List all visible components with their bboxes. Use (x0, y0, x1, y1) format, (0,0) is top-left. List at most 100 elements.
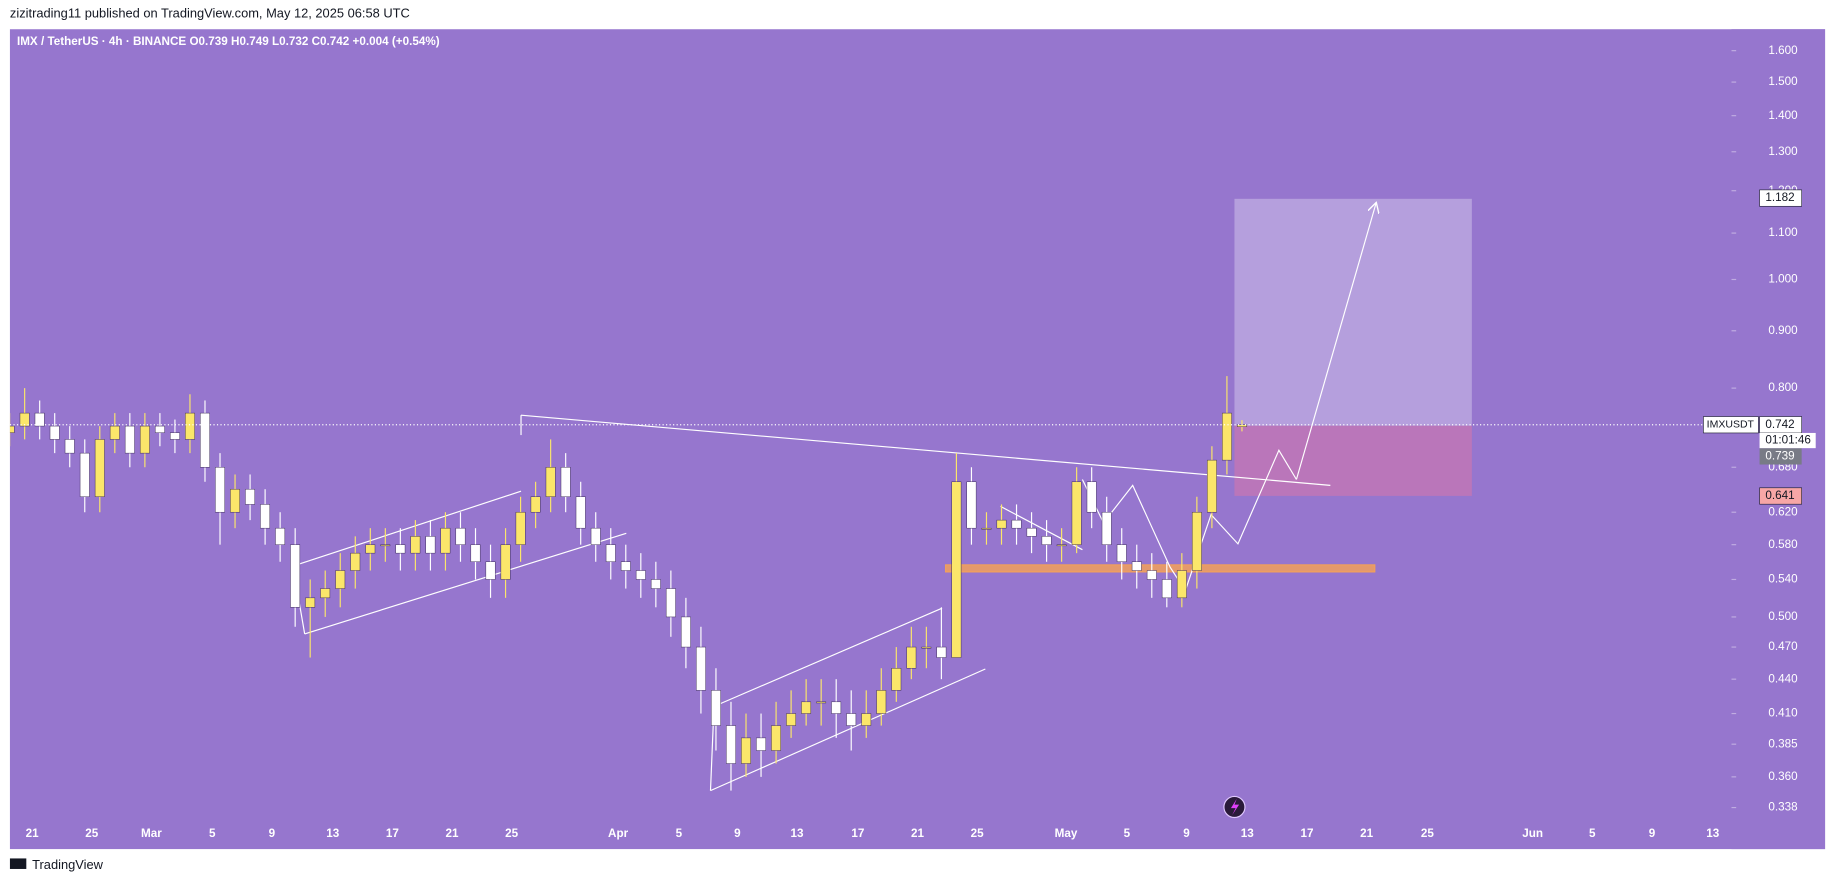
y-tick-label: 0.580 (1768, 538, 1798, 551)
candle-body (185, 412, 195, 440)
candle-body (154, 425, 165, 433)
x-tick-label: 13 (1241, 827, 1255, 840)
candle-body (1101, 511, 1112, 545)
price-labels: IMXUSDT 0.742 0.739 0.641 1.182 01:01:46 (9, 189, 1816, 505)
channel-top (292, 490, 522, 567)
candle-body (1206, 459, 1217, 513)
x-tick-label: 21 (446, 827, 460, 840)
price-tag-text: 0.641 (1765, 489, 1794, 502)
candle-body (605, 544, 616, 562)
price-axis-labels: 1.6001.5001.4001.3001.2001.1001.0000.900… (1731, 44, 1798, 814)
candle-body (1191, 511, 1202, 571)
alert-icon-bolt (1230, 798, 1240, 816)
stop-zone (1234, 425, 1472, 496)
candle-body (831, 701, 842, 714)
x-tick-label: 13 (326, 827, 340, 840)
y-tick-label: 0.540 (1768, 573, 1798, 586)
x-tick-label: May (1055, 827, 1078, 840)
x-tick-label: 5 (1589, 827, 1596, 840)
x-tick-label: 9 (1183, 827, 1190, 840)
countdown-tag (1759, 432, 1816, 449)
candle-body (981, 527, 992, 530)
candle-body (515, 511, 526, 545)
trendline (520, 414, 1331, 486)
candle-body (996, 519, 1007, 529)
candle-body (64, 439, 75, 454)
x-tick-label: 9 (734, 827, 741, 840)
candle-body (1116, 544, 1127, 562)
projection-arrow (1295, 203, 1376, 480)
symbol-legend: IMX / TetherUS · 4h · BINANCE O0.739 H0.… (17, 35, 440, 48)
candle-body (1011, 519, 1022, 529)
candle-body (1146, 570, 1157, 580)
candle-body (1131, 561, 1142, 571)
candle-body (756, 737, 766, 751)
time-axis-labels: 21 25 Mar 5 9 13 17 21 25 Apr 5 9 13 17 21 25 May 5 9 13 17 2… (26, 827, 1720, 840)
candle-body (620, 561, 631, 571)
candle-body (139, 425, 150, 454)
candle-body (425, 536, 436, 554)
candle-body (921, 646, 932, 649)
candle-body (861, 713, 872, 726)
candle-body (1176, 570, 1187, 599)
channel-bottom (710, 668, 986, 792)
candle-body (726, 725, 736, 764)
candle-body (816, 701, 827, 704)
x-tick-label: 13 (791, 827, 805, 840)
candle-body (410, 536, 421, 554)
candle-body (395, 544, 406, 554)
candle-body (350, 552, 361, 571)
candle-body (1086, 481, 1097, 513)
candles (9, 376, 1247, 791)
candle-body (94, 439, 105, 497)
x-tick-label: Jun (1522, 827, 1543, 840)
price-tag (1759, 448, 1802, 465)
candle-body (9, 425, 15, 433)
candle-body (470, 544, 481, 562)
candle-body (260, 504, 271, 529)
x-tick-label: 9 (1649, 827, 1656, 840)
candle-body (680, 616, 691, 648)
candle-body (34, 412, 45, 427)
candle-body (500, 544, 511, 580)
y-tick-label: 1.100 (1768, 226, 1798, 239)
channel-top (713, 607, 943, 707)
candle-body (1071, 481, 1082, 545)
price-tag-text: 0.739 (1765, 449, 1794, 462)
candle-body (876, 690, 887, 714)
y-tick-label: 0.360 (1768, 770, 1798, 783)
candle-body (696, 646, 706, 691)
candle-body (711, 690, 721, 726)
candle-body (79, 452, 90, 497)
candle-body (335, 570, 346, 589)
candle-body (966, 481, 977, 529)
y-tick-label: 0.900 (1768, 324, 1798, 337)
x-tick-label: Apr (608, 827, 629, 840)
candle-body (365, 544, 376, 554)
x-tick-label: 5 (209, 827, 216, 840)
x-tick-label: 25 (85, 827, 99, 840)
x-tick-label: 17 (386, 827, 399, 840)
y-tick-label: 0.620 (1768, 505, 1798, 518)
y-tick-label: 1.600 (1768, 44, 1798, 57)
candle-body (124, 425, 135, 454)
candle-body (590, 527, 601, 545)
x-tick-label: 9 (269, 827, 276, 840)
y-tick-label: 0.385 (1768, 737, 1798, 750)
candle-body (1026, 527, 1037, 537)
chart-area (9, 29, 1826, 850)
candle-body (1161, 579, 1172, 599)
candle-body (455, 527, 466, 545)
candle-body (1041, 536, 1052, 545)
candle-body (485, 561, 496, 580)
candle-body (846, 713, 857, 726)
y-tick-label: 0.338 (1768, 801, 1797, 814)
candle-body (320, 588, 331, 599)
candle-body (440, 527, 451, 554)
candle-body (170, 432, 180, 440)
candle-body (109, 425, 120, 440)
y-tick-label: 1.400 (1768, 109, 1798, 122)
candle-body (650, 579, 661, 589)
x-tick-label: 13 (1706, 827, 1720, 840)
